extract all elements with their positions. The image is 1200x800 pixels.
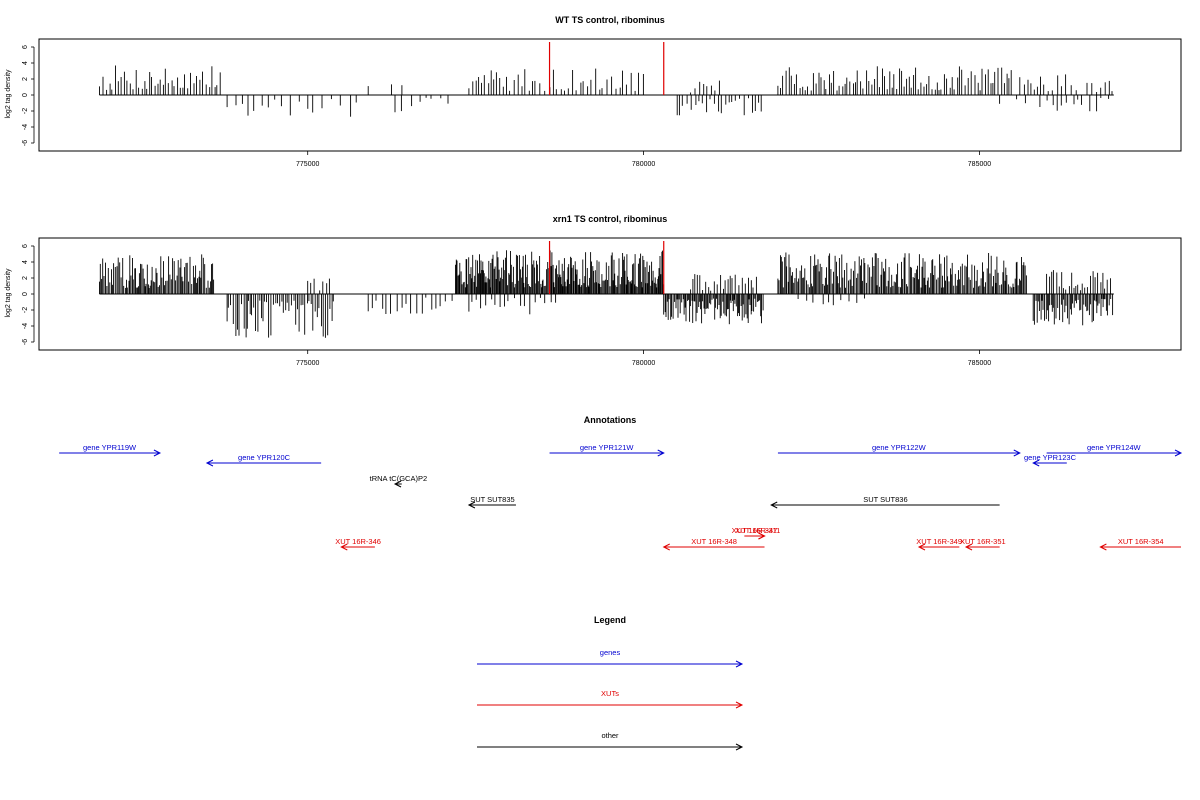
wt-track-x-tick-label: 775000 [296, 161, 319, 168]
xrn1-track-y-axis: -6 -4 -2 0 2 4 6 [22, 244, 35, 345]
annotation-feature: XUT 16R-349 [916, 537, 962, 551]
annotation-arrow-head [758, 532, 766, 540]
xrn1-track-ylabel: log2 tag density [5, 268, 12, 318]
xrn1-track-y-tick-label: -2 [22, 307, 29, 313]
wt-track-y-tick-label: 2 [22, 77, 29, 81]
annotation-feature: XUT 16R-311 [735, 526, 780, 540]
annotation-arrow-head [662, 543, 670, 551]
annotation-label: gene YPR122W [872, 443, 927, 452]
xrn1-track-title: xrn1 TS control, ribominus [553, 214, 668, 224]
annotation-arrow-head [1013, 449, 1021, 457]
annotation-feature: gene YPR121W [549, 443, 665, 457]
xrn1-track-y-tick-label: -6 [22, 339, 29, 345]
annotation-label: XUT 16R-347 [732, 526, 778, 535]
annotation-label: XUT 16R-311 [735, 526, 780, 535]
annotation-arrow-head [657, 449, 665, 457]
annotation-label: XUT 16R-351 [960, 537, 1006, 546]
annotation-feature: SUT SUT835 [467, 495, 516, 509]
xrn1-track-y-tick-label: 2 [22, 276, 29, 280]
annotation-label: gene YPR120C [238, 453, 291, 462]
annotation-feature: gene YPR120C [205, 453, 322, 467]
wt-track-markers [548, 42, 665, 95]
annotation-arrow-head [964, 543, 973, 551]
xrn1-track-x-tick-label: 780000 [632, 360, 655, 367]
legend-entry-arrow-head [735, 701, 744, 709]
wt-track-title: WT TS control, ribominus [555, 15, 665, 25]
xrn1-track-x-axis: 775000 780000 785000 [296, 350, 991, 367]
xrn1-track-y-tick-label: 4 [22, 260, 29, 264]
legend-entry-label: other [601, 731, 619, 740]
annotation-arrow-head [917, 543, 926, 551]
annotation-arrow-head [770, 501, 778, 509]
annotation-arrow-head [340, 543, 348, 551]
annotation-feature: XUT 16R-354 [1099, 537, 1181, 551]
xrn1-track-frame [38, 237, 1182, 351]
wt-track-y-tick-label: -2 [22, 108, 29, 114]
legend-entry-label: genes [600, 648, 621, 657]
annotation-label: XUT 16R-348 [691, 537, 737, 546]
annotation-label: tRNA tC(GCA)P2 [370, 474, 428, 483]
annotation-arrow-head [393, 480, 402, 488]
legend-entry-label: XUTs [601, 689, 619, 698]
annotation-label: gene YPR119W [83, 443, 137, 452]
wt-track-x-tick-label: 785000 [968, 161, 991, 168]
annotation-label: SUT SUT836 [863, 495, 907, 504]
annotation-arrow-head [1174, 449, 1183, 457]
annotation-features: gene YPR119W gene YPR120C gene YPR121W gene… [59, 443, 1183, 551]
wt-track-panel: WT TS control, ribominus log2 tag densit… [5, 15, 1182, 168]
annotation-feature: XUT 16R-348 [662, 537, 765, 551]
annotation-feature: tRNA tC(GCA)P2 [370, 474, 428, 488]
wt-track-frame [38, 38, 1182, 152]
annotation-feature: gene YPR123C [1024, 453, 1077, 467]
legend-panel: Legend genes XUTs other [477, 615, 744, 751]
annotation-label: XUT 16R-354 [1118, 537, 1164, 546]
xrn1-track-x-tick-label: 785000 [968, 360, 991, 367]
annotation-arrow-head [467, 501, 476, 509]
xrn1-track-y-tick-label: 0 [22, 292, 29, 296]
legend-entry: genes [477, 648, 744, 668]
xrn1-track-y-tick-label: 6 [22, 244, 29, 248]
annotation-label: SUT SUT835 [470, 495, 514, 504]
annotation-label: XUT 16R-349 [916, 537, 962, 546]
annotation-feature: XUT 16R-346 [335, 537, 381, 551]
annotation-label: XUT 16R-346 [335, 537, 381, 546]
xrn1-track-bars [99, 250, 1114, 338]
legend-entry-arrow-head [735, 660, 744, 668]
annotation-feature: gene YPR124W [1046, 443, 1183, 457]
wt-track-y-tick-label: 6 [22, 45, 29, 49]
annotation-label: gene YPR124W [1087, 443, 1142, 452]
annotation-feature: XUT 16R-351 [960, 537, 1006, 551]
legend-entry: other [477, 731, 744, 751]
xrn1-track-markers [548, 241, 665, 294]
legend-entry-arrow-head [735, 743, 744, 751]
legend-entry: XUTs [477, 689, 744, 709]
wt-track-y-tick-label: -6 [22, 140, 29, 146]
wt-track-ylabel: log2 tag density [5, 69, 12, 119]
annotation-label: gene YPR121W [580, 443, 635, 452]
annotation-feature: SUT SUT836 [770, 495, 1000, 509]
annotation-feature: gene YPR122W [777, 443, 1021, 457]
wt-track-y-tick-label: -4 [22, 124, 29, 130]
annotation-arrow-head [153, 449, 162, 457]
wt-track-bars [99, 65, 1113, 117]
xrn1-track-x-tick-label: 775000 [296, 360, 319, 367]
annotation-arrow-head [1099, 543, 1107, 551]
annotations-title: Annotations [584, 415, 637, 425]
xrn1-track-panel: xrn1 TS control, ribominus log2 tag dens… [5, 214, 1182, 367]
wt-track-x-axis: 775000 780000 785000 [296, 151, 991, 168]
wt-track-y-axis: -6 -4 -2 0 2 4 6 [22, 45, 35, 146]
wt-track-y-tick-label: 4 [22, 61, 29, 65]
annotation-arrow-head [205, 459, 214, 467]
wt-track-y-tick-label: 0 [22, 93, 29, 97]
annotation-arrow-head [1032, 459, 1040, 467]
xrn1-track-y-tick-label: -4 [22, 323, 29, 329]
legend-title: Legend [594, 615, 626, 625]
annotation-label: gene YPR123C [1024, 453, 1077, 462]
legend-entries: genes XUTs other [477, 648, 744, 751]
annotation-feature: gene YPR119W [59, 443, 162, 457]
wt-track-x-tick-label: 780000 [632, 161, 655, 168]
